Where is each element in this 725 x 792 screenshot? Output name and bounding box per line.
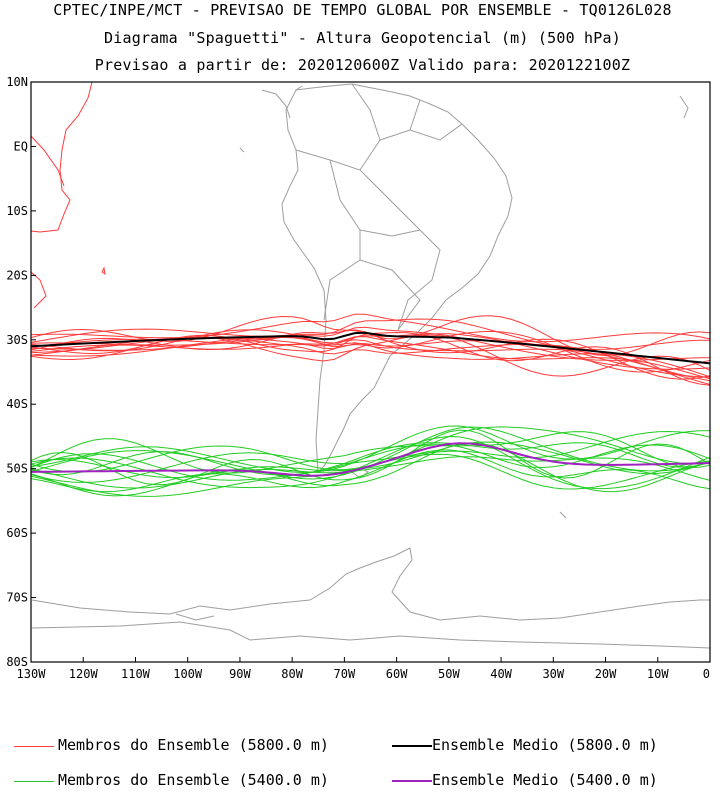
lat-tick-label: 10N: [6, 75, 28, 89]
ensemble-means: [30, 331, 711, 477]
ensemble-member-line: [101, 266, 106, 276]
lat-tick-label: 30S: [6, 333, 28, 347]
longitude-axis: 130W 120W 110W 100W 90W 80W 70W 60W 50W 40W 30W 20W…: [17, 657, 711, 681]
ensemble-member-line: [30, 449, 711, 493]
legend-members-5800: Membros do Ensemble (5800.0 m): [58, 736, 329, 754]
ensemble-member-line: [30, 271, 47, 309]
ensemble-member-line: [30, 135, 65, 187]
ensemble-member-line: [30, 336, 711, 378]
map-frame: [30, 81, 711, 663]
lon-tick-label: 100W: [173, 667, 203, 681]
legend-swatch-mean-5400: [392, 780, 432, 782]
lat-tick-label: EQ: [14, 139, 28, 153]
lon-tick-label: 120W: [69, 667, 99, 681]
spaghetti-map: 10N EQ 10S 20S 30S 40S 50S 60S 70S 80S 130W 120W 11…: [6, 75, 711, 681]
ensemble-member-line: [30, 334, 711, 377]
lon-tick-label: 20W: [595, 667, 617, 681]
ensemble-member-line: [30, 326, 711, 361]
lon-tick-label: 70W: [334, 667, 356, 681]
ensemble-member-line: [30, 430, 711, 483]
lon-tick-label: 0: [703, 667, 710, 681]
lon-tick-label: 80W: [281, 667, 303, 681]
legend-swatch-members-5400: [14, 781, 54, 782]
latitude-axis: 10N EQ 10S 20S 30S 40S 50S 60S 70S 80S: [6, 75, 36, 669]
lat-tick-label: 70S: [6, 591, 28, 605]
ensemble-member-line: [30, 443, 711, 481]
ensemble-member-line: [30, 333, 711, 370]
ensemble-member-line: [30, 431, 711, 474]
lat-tick-label: 80S: [6, 655, 28, 669]
ensemble-members-5800: [30, 81, 711, 386]
lon-tick-label: 50W: [438, 667, 460, 681]
ensemble-member-line: [30, 456, 711, 489]
lon-tick-label: 10W: [647, 667, 669, 681]
lon-tick-label: 110W: [121, 667, 151, 681]
legend-swatch-mean-5800: [392, 745, 432, 747]
coastline-layer: [31, 83, 711, 649]
lat-tick-label: 60S: [6, 526, 28, 540]
ensemble-member-line: [30, 429, 711, 486]
lat-tick-label: 20S: [6, 268, 28, 282]
lon-tick-label: 130W: [17, 667, 47, 681]
lon-tick-label: 40W: [490, 667, 512, 681]
lat-tick-label: 40S: [6, 397, 28, 411]
legend-mean-5400: Ensemble Medio (5400.0 m): [432, 771, 658, 789]
legend-members-5400: Membros do Ensemble (5400.0 m): [58, 771, 329, 789]
legend-swatch-members-5800: [14, 746, 54, 747]
ensemble-member-line: [30, 313, 711, 343]
ensemble-member-line: [30, 315, 711, 357]
lon-tick-label: 90W: [229, 667, 251, 681]
lat-tick-label: 50S: [6, 462, 28, 476]
ensemble-member-line: [30, 425, 710, 474]
legend-mean-5800: Ensemble Medio (5800.0 m): [432, 736, 658, 754]
lon-tick-label: 30W: [542, 667, 564, 681]
ensemble-member-line: [30, 81, 93, 233]
ensemble-mean-5800-line: [30, 331, 711, 365]
ensemble-member-line: [30, 442, 711, 497]
ensemble-member-line: [30, 318, 710, 350]
lat-tick-label: 10S: [6, 204, 28, 218]
title-line-1: CPTEC/INPE/MCT - PREVISAO DE TEMPO GLOBA…: [53, 1, 672, 19]
ensemble-mean-5400-line: [30, 442, 711, 477]
lon-tick-label: 60W: [386, 667, 408, 681]
title-line-2: Diagrama "Spaguetti" - Altura Geopotenci…: [104, 29, 621, 47]
title-line-3: Previsao a partir de: 2020120600Z Valido…: [94, 56, 631, 74]
